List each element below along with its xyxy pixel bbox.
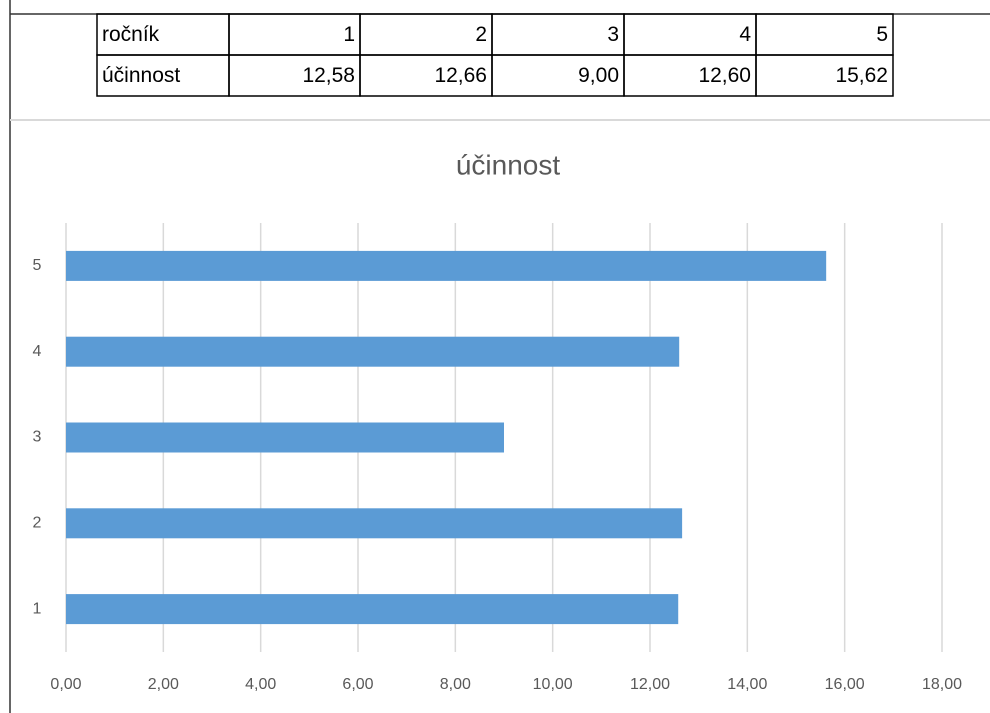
- x-tick-label: 16,00: [825, 676, 865, 693]
- cell-text: 1: [343, 23, 355, 46]
- y-tick-label: 1: [33, 600, 42, 617]
- x-tick-label: 18,00: [922, 676, 962, 693]
- x-tick-label: 10,00: [533, 676, 573, 693]
- x-tick-label: 2,00: [148, 676, 179, 693]
- bar: [66, 336, 680, 367]
- bar: [66, 594, 679, 625]
- chart-title: účinnost: [456, 149, 561, 180]
- cell-text: 5: [876, 23, 888, 46]
- x-tick-label: 0,00: [50, 676, 81, 693]
- bar: [66, 422, 504, 453]
- cell-text: 15,62: [835, 64, 888, 87]
- y-tick-label: 3: [33, 429, 42, 446]
- table-cell: [623, 13, 757, 56]
- cell-text: 4: [739, 23, 751, 46]
- y-tick-label: 4: [33, 343, 42, 360]
- table-cell: [491, 13, 625, 56]
- table-cell: [359, 13, 493, 56]
- cell-text: ročník: [102, 23, 160, 46]
- cell-text: účinnost: [102, 64, 180, 87]
- table-cell: [228, 13, 361, 56]
- cell-text: 3: [607, 23, 619, 46]
- x-tick-label: 12,00: [630, 676, 670, 693]
- x-tick-label: 4,00: [245, 676, 276, 693]
- bar: [66, 250, 827, 281]
- cell-text: 9,00: [578, 64, 619, 87]
- x-tick-label: 6,00: [342, 676, 373, 693]
- y-tick-label: 2: [33, 515, 42, 532]
- y-tick-label: 5: [33, 257, 42, 274]
- table-cell: [755, 54, 894, 97]
- table-cell: [755, 13, 894, 56]
- x-tick-label: 14,00: [727, 676, 767, 693]
- cell-text: 12,60: [698, 64, 751, 87]
- cell-text: 2: [475, 23, 487, 46]
- cell-text: 12,58: [302, 64, 355, 87]
- cell-text: 12,66: [434, 64, 487, 87]
- x-tick-label: 8,00: [440, 676, 471, 693]
- bar: [66, 508, 683, 539]
